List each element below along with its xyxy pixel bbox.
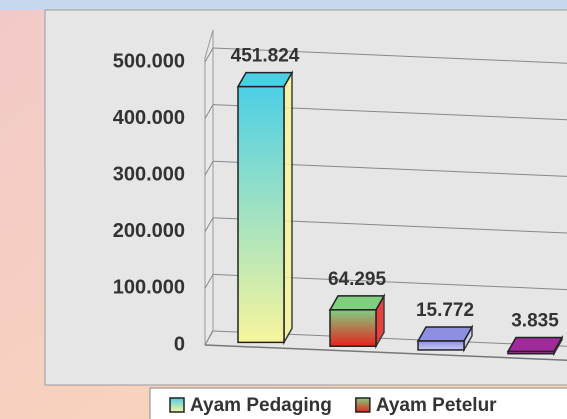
bar (507, 350, 555, 355)
value-label: 451.824 (231, 46, 300, 67)
bar (329, 309, 377, 348)
legend-swatch (355, 397, 371, 413)
value-label: 64.295 (328, 269, 387, 290)
y-tick-label: 100.000 (113, 277, 185, 299)
value-label: 3.835 (511, 311, 559, 332)
grid-side (204, 330, 214, 346)
top-border (0, 0, 567, 10)
bar-top (328, 295, 386, 311)
bar-top (506, 336, 564, 353)
value-label: 15.772 (416, 300, 474, 321)
grid-line (212, 47, 567, 64)
grid-side (204, 160, 214, 176)
grid-side (204, 47, 214, 63)
legend-swatch (169, 397, 185, 413)
bar (237, 85, 285, 344)
y-tick-label: 0 (174, 333, 185, 355)
y-tick-label: 500.000 (113, 50, 185, 72)
y-tick-label: 400.000 (113, 107, 185, 129)
y-tick-label: 300.000 (113, 163, 185, 185)
x-axis (204, 344, 567, 361)
grid-side (204, 217, 214, 233)
bar-top (416, 326, 474, 342)
plot-area (44, 9, 567, 386)
grid-side (204, 274, 214, 289)
bar-side (283, 69, 293, 346)
bar (417, 340, 465, 351)
legend-label: Ayam Petelur (376, 395, 497, 416)
side-wall (204, 29, 214, 346)
grid-side (204, 104, 214, 119)
legend-label: Ayam Pedaging (190, 395, 332, 416)
y-tick-label: 200.000 (113, 220, 185, 242)
bar-top (236, 71, 294, 88)
